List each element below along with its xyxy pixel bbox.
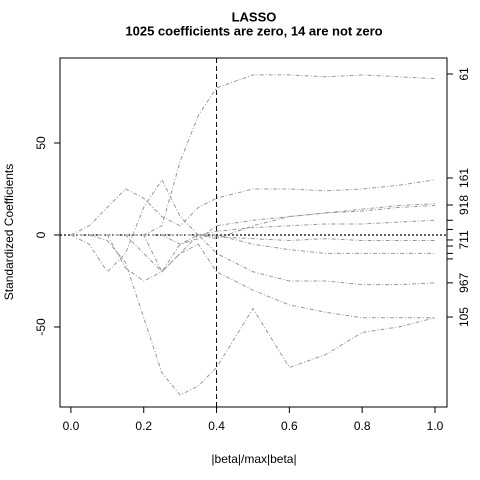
coefficient-path xyxy=(70,234,436,396)
y-tick-label: 50 xyxy=(34,136,48,150)
plot-frame xyxy=(59,57,448,408)
coefficient-path xyxy=(70,179,436,236)
coefficient-path xyxy=(70,234,435,319)
y-tick-label: 0 xyxy=(34,231,48,238)
y2-tick-label: 105 xyxy=(457,307,471,327)
x-tick-label: 0.2 xyxy=(135,419,152,433)
x-tick-label: 0.0 xyxy=(63,419,80,433)
y2-tick-label: 918 xyxy=(457,195,471,215)
coefficient-path xyxy=(70,74,436,236)
coefficient-path xyxy=(70,234,436,286)
y2-tick-label: 967 xyxy=(457,272,471,292)
y-tick-label: -50 xyxy=(34,318,48,336)
y2-tick-label: 711 xyxy=(457,230,471,249)
x-tick-label: 0.6 xyxy=(281,419,298,433)
x-tick-label: 0.8 xyxy=(354,419,371,433)
x-axis-label: |beta|/max|beta| xyxy=(211,452,296,466)
chart-title: LASSO xyxy=(232,9,277,24)
coefficient-path xyxy=(70,234,435,242)
y2-tick-label: 61 xyxy=(457,67,471,81)
coefficient-path xyxy=(70,219,436,236)
y2-tick-label: 161 xyxy=(457,168,471,188)
x-tick-label: 1.0 xyxy=(427,419,444,433)
y-axis-label: Standardized Coefficients xyxy=(2,164,16,301)
coefficient-path xyxy=(70,178,436,273)
x-tick-label: 0.4 xyxy=(208,419,225,433)
chart-subtitle: 1025 coefficients are zero, 14 are not z… xyxy=(125,23,382,38)
